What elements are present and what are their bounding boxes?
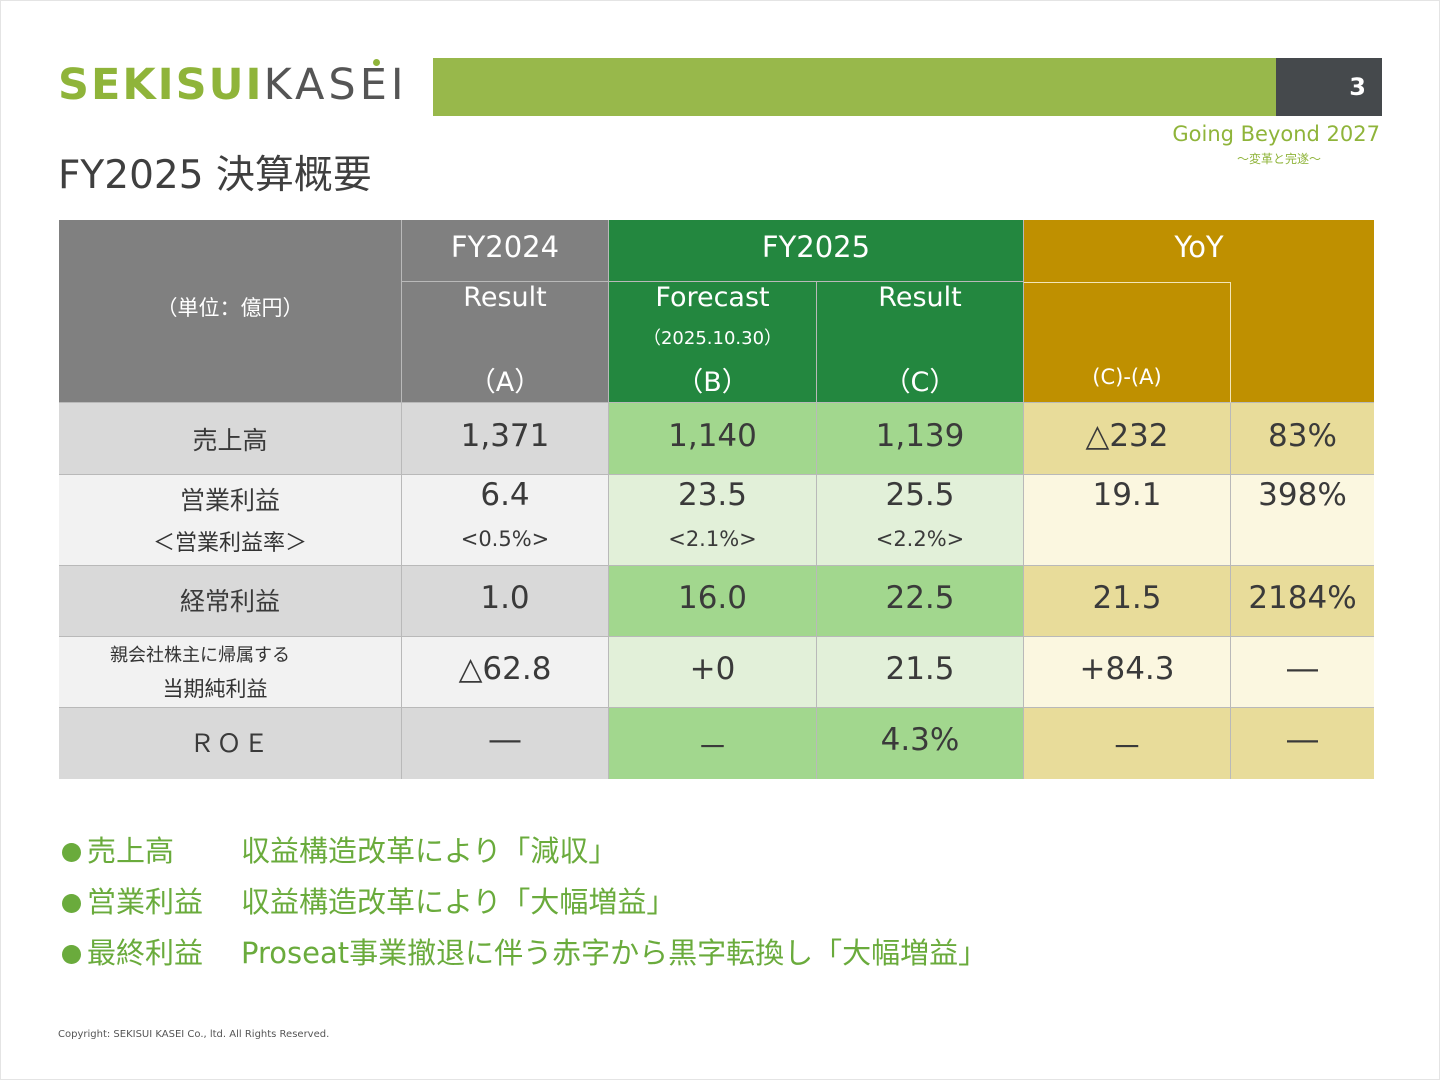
row-sales-a: 1,371: [402, 403, 609, 475]
fy2025-label: FY2025: [761, 230, 871, 264]
bullet-dot-icon: [62, 894, 81, 913]
fy2024-result-label: Result: [463, 282, 547, 313]
unit-label-cell: （単位：億円）: [59, 220, 402, 403]
row-ordinary-a: 1.0: [402, 566, 609, 637]
row-roe-a: ―: [402, 708, 609, 779]
logo-dot-icon: [373, 59, 380, 66]
fy2024-code: （A）: [468, 367, 542, 398]
row-net-income-diff: +84.3: [1024, 637, 1231, 708]
fy2025-header: FY2025: [609, 220, 1024, 282]
row-roe-pct: ―: [1231, 708, 1374, 779]
row-operating-label: 営業利益 ＜営業利益率＞: [59, 475, 402, 566]
slogan: Going Beyond 2027: [1172, 122, 1380, 146]
summary-bullets: 売上高 収益構造改革により「減収」 営業利益 収益構造改革により「大幅増益」 最終利…: [62, 826, 987, 979]
row-sales-c: 1,139: [817, 403, 1024, 475]
row-roe-diff: －: [1024, 708, 1231, 779]
row-roe-c: 4.3%: [817, 708, 1024, 779]
row-sales-diff: △232: [1024, 403, 1231, 475]
fy2025-result-code: （C）: [883, 367, 957, 398]
row-sales-label: 売上高: [59, 403, 402, 475]
row-operating-c: 25.5 <2.2%>: [817, 475, 1024, 566]
row-roe-b: －: [609, 708, 817, 779]
bullet-dot-icon: [62, 945, 81, 964]
yoy-diff-header: (C)-(A): [1024, 282, 1231, 403]
yoy-header: YoY: [1024, 220, 1374, 282]
operating-margin-label: ＜営業利益率＞: [152, 531, 307, 556]
net-income-label-line1: 親会社株主に帰属する: [110, 645, 290, 666]
page-number: 3: [1276, 58, 1382, 116]
yoy-label: YoY: [1174, 230, 1224, 264]
row-sales-b: 1,140: [609, 403, 817, 475]
row-ordinary-diff: 21.5: [1024, 566, 1231, 637]
bullet-operating: 営業利益 収益構造改革により「大幅増益」: [62, 877, 987, 928]
row-sales-pct: 83%: [1231, 403, 1374, 475]
header-bar: [433, 58, 1276, 116]
yoy-pct-header: [1231, 282, 1374, 403]
logo-bold: SEKISUI: [58, 60, 264, 110]
row-net-income-pct: ―: [1231, 637, 1374, 708]
forecast-label: Forecast: [655, 282, 770, 313]
fy2025-forecast-header: Forecast （2025.10.30） （B）: [609, 282, 817, 403]
row-net-income-label: 親会社株主に帰属する 当期純利益: [59, 637, 402, 708]
fy2025-result-header: Result （C）: [817, 282, 1024, 403]
row-operating-pct: 398%: [1231, 475, 1374, 566]
forecast-date: （2025.10.30）: [642, 328, 783, 349]
bullet-net-income: 最終利益 Proseat事業撤退に伴う赤字から黒字転換し「大幅増益」: [62, 928, 987, 979]
row-operating-a: 6.4 <0.5%>: [402, 475, 609, 566]
row-operating-diff: 19.1: [1024, 475, 1231, 566]
bullet-dot-icon: [62, 843, 81, 862]
row-roe-label: ＲＯＥ: [59, 708, 402, 779]
yoy-diff-label: (C)-(A): [1092, 365, 1162, 389]
logo-light: KASEI: [263, 60, 408, 110]
row-operating-b: 23.5 <2.1%>: [609, 475, 817, 566]
row-ordinary-label: 経常利益: [59, 566, 402, 637]
row-net-income-c: 21.5: [817, 637, 1024, 708]
row-ordinary-b: 16.0: [609, 566, 817, 637]
row-net-income-b: +0: [609, 637, 817, 708]
slogan-sub: ～変革と完遂～: [1236, 152, 1321, 166]
results-table: （単位：億円） FY2024 Result （A） FY2025 Forecas…: [59, 220, 1374, 779]
fy2024-label: FY2024: [450, 230, 560, 264]
row-net-income-a: △62.8: [402, 637, 609, 708]
copyright: Copyright: SEKISUI KASEI Co., ltd. All R…: [58, 1029, 330, 1040]
bullet-sales: 売上高 収益構造改革により「減収」: [62, 826, 987, 877]
company-logo: SEKISUIKASEI: [58, 58, 408, 112]
net-income-label-line2: 当期純利益: [162, 677, 268, 701]
forecast-code: （B）: [676, 367, 749, 398]
row-ordinary-c: 22.5: [817, 566, 1024, 637]
fy2024-result-header: Result （A）: [402, 282, 609, 403]
page-title: FY2025 決算概要: [58, 153, 372, 198]
fy2024-header: FY2024: [402, 220, 609, 282]
row-ordinary-pct: 2184%: [1231, 566, 1374, 637]
fy2025-result-label: Result: [878, 282, 962, 313]
unit-label: （単位：億円）: [156, 296, 304, 320]
